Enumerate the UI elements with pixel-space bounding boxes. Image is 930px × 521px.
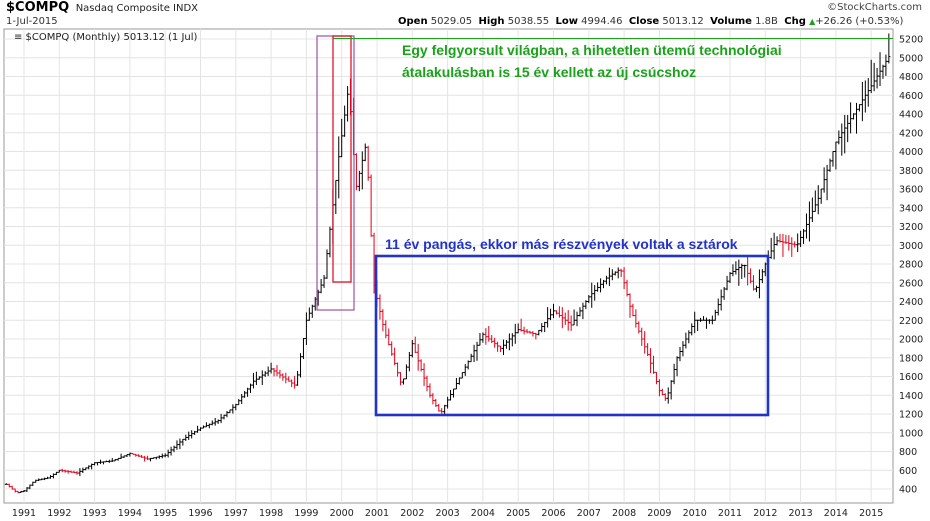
x-tick-label: 2001 [365,508,389,519]
y-tick-label: 5000 [899,53,923,64]
close-label: Close [628,16,660,27]
y-tick-label: 800 [899,447,917,458]
y-tick-label: 4200 [899,128,923,139]
y-tick-label: 3200 [899,222,923,233]
low-value: 4994.46 [581,16,623,27]
y-tick-label: 2200 [899,316,923,327]
chart-legend: ≡ $COMPQ (Monthly) 5013.12 (1 Jul) [14,32,198,43]
chart-header: $COMPQ Nasdaq Composite INDX 1-Jul-2015 … [0,0,930,30]
y-tick-label: 4400 [899,110,923,121]
x-tick-label: 2007 [577,508,601,519]
open-value: 5029.05 [430,16,473,27]
y-tick-label: 400 [899,485,917,496]
open-label: Open [398,16,428,27]
y-tick-label: 2600 [899,278,923,289]
y-tick-label: 1800 [899,353,923,364]
high-value: 5038.55 [507,16,550,27]
x-tick-label: 2011 [718,508,742,519]
x-tick-label: 2000 [330,508,354,519]
x-tick-label: 2003 [436,508,460,519]
annotation-green-line2: átalakulásban is 15 év kellett az új csú… [402,64,696,80]
volume-value: 1.8B [755,16,778,27]
y-tick-label: 4000 [899,147,923,158]
x-tick-label: 2004 [471,508,495,519]
plot-frame [3,28,894,504]
x-tick-label: 1995 [153,508,177,519]
y-tick-label: 1000 [899,428,923,439]
ohlc-readout: Open 5029.05 High 5038.55 Low 4994.46 Cl… [398,16,903,27]
stagnation-box [374,254,770,417]
high-label: High [478,16,505,27]
y-tick-label: 4800 [899,72,923,83]
x-tick-label: 2015 [859,508,883,519]
y-tick-label: 2400 [899,297,923,308]
y-tick-label: 600 [899,466,917,477]
annotation-blue-text: 11 év pangás, ekkor más részvények volta… [385,236,738,252]
chg-value: +26.26 (+0.53%) [815,16,904,27]
y-tick-label: 2800 [899,260,923,271]
x-tick-label: 1992 [47,508,71,519]
x-tick-label: 1998 [259,508,283,519]
index-name: Nasdaq Composite INDX [75,3,199,14]
date-label: 1-Jul-2015 [6,16,58,27]
x-tick-label: 2005 [506,508,530,519]
x-tick-label: 2008 [612,508,636,519]
x-tick-label: 2012 [753,508,777,519]
x-tick-label: 1999 [294,508,318,519]
y-tick-label: 3600 [899,185,923,196]
up-arrow-icon: ▲ [809,17,816,26]
symbol-title: $COMPQ Nasdaq Composite INDX [6,0,198,15]
x-tick-label: 1997 [224,508,248,519]
x-tick-label: 1996 [188,508,212,519]
annotation-green-line1: Egy felgyorsult világban, a hihetetlen ü… [402,42,782,58]
x-tick-label: 2002 [400,508,424,519]
x-tick-label: 2013 [789,508,813,519]
symbol: $COMPQ [6,0,70,15]
low-label: Low [555,16,578,27]
x-tick-label: 2006 [541,508,565,519]
close-value: 5013.12 [662,16,704,27]
y-tick-label: 5200 [899,35,923,46]
x-tick-label: 2009 [647,508,671,519]
chg-label: Chg [784,16,806,27]
x-tick-label: 1994 [118,508,142,519]
y-tick-label: 1400 [899,391,923,402]
bubble-peak-box [332,35,352,283]
x-tick-label: 1991 [12,508,36,519]
brand-label: ©StockCharts.com [827,2,922,13]
y-tick-label: 4600 [899,91,923,102]
x-tick-label: 2010 [683,508,707,519]
y-tick-label: 3000 [899,241,923,252]
x-tick-label: 1993 [83,508,107,519]
y-tick-label: 3400 [899,203,923,214]
y-tick-label: 1600 [899,372,923,383]
y-tick-label: 2000 [899,335,923,346]
x-tick-label: 2014 [824,508,848,519]
volume-label: Volume [710,16,752,27]
y-tick-label: 1200 [899,410,923,421]
y-tick-label: 3800 [899,166,923,177]
